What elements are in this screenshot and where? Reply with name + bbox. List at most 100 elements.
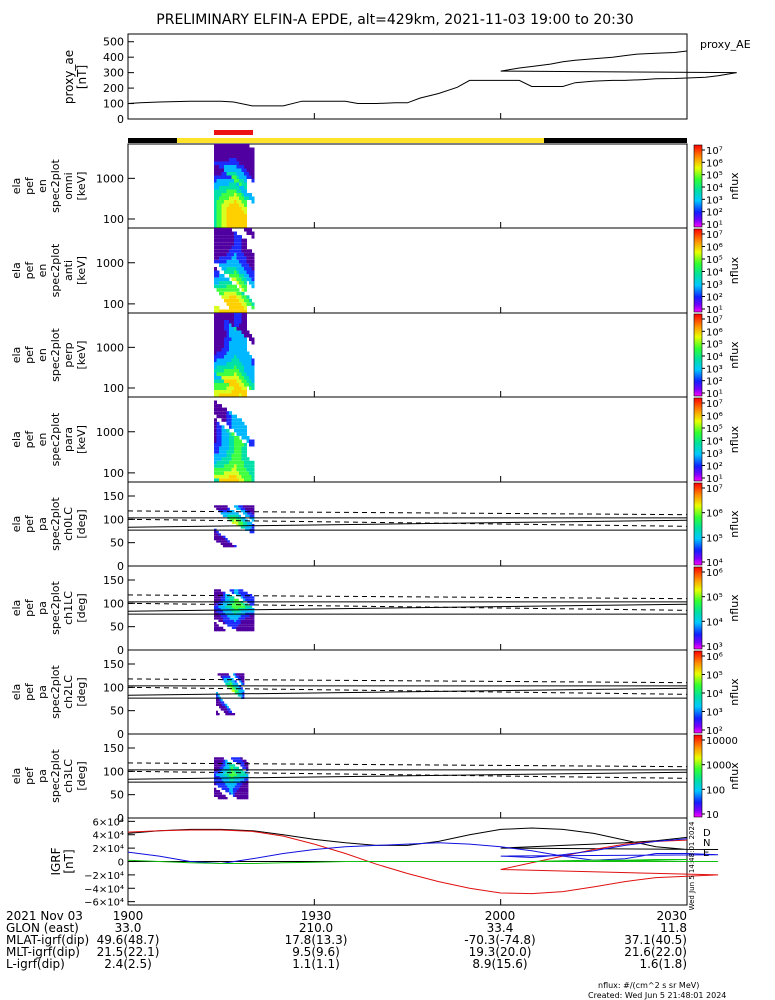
spectrogram-cell [249, 376, 252, 380]
spectrogram-cell [241, 161, 245, 165]
colorbar-tick-label: 10⁷ [706, 484, 723, 495]
spectrogram-cell [219, 161, 222, 165]
spectrogram-cell [234, 168, 237, 172]
spectrogram-cell [251, 617, 255, 620]
spectrogram-cell [244, 355, 247, 359]
spectrogram-cell [236, 762, 239, 765]
spectrogram-cell [236, 460, 240, 465]
spectrogram-cell [239, 341, 242, 345]
spectrogram-cell [234, 323, 237, 327]
spectrogram-cell [216, 703, 218, 706]
spectrogram-cell [219, 673, 222, 676]
spectrogram-cell [214, 460, 217, 465]
ephem-value: 1.6(1.8) [639, 957, 687, 971]
spectrogram-cell [226, 158, 230, 162]
spectrogram-cell [249, 175, 252, 179]
ytick-label: 150 [103, 574, 124, 587]
spectrogram-cell [228, 713, 231, 716]
spectrogram-cell [234, 603, 237, 606]
spectrogram-cell [222, 673, 225, 676]
ephem-value: 11.8 [660, 921, 687, 935]
spectrogram-cell [236, 379, 240, 383]
spectrogram-cell [224, 418, 227, 422]
spectrogram-cell [224, 348, 227, 352]
spectrogram-cell [236, 151, 240, 155]
spectrogram-cell [234, 610, 237, 613]
spectrogram-cell [244, 210, 247, 214]
spectrogram-cell [251, 526, 255, 529]
spectrogram-cell [216, 629, 219, 632]
spectrogram-cell [236, 238, 240, 243]
spectrogram-cell [236, 193, 240, 197]
spectrogram-cell [249, 252, 252, 257]
spectrogram-cell [214, 596, 217, 599]
spectrogram-cell [218, 615, 221, 618]
spectrogram-cell [249, 471, 252, 475]
spectrogram-cell [221, 327, 225, 331]
spectrogram-cell [239, 365, 242, 369]
colorbar-tick-label: 10⁶ [706, 652, 723, 663]
spectrogram-cell [214, 610, 217, 613]
spectrogram-cell [241, 281, 245, 285]
spectrogram-cell [242, 776, 245, 779]
spectrogram-cell [246, 785, 249, 788]
spectrogram-cell [222, 594, 226, 597]
spectrogram-cell [224, 281, 227, 285]
spectrogram-cell [226, 450, 230, 454]
spectrogram-cell [214, 608, 217, 611]
proxy-ae-legend: proxy_AE [700, 38, 751, 51]
spectrogram-cell [214, 362, 217, 366]
spectrogram-cell [251, 467, 255, 472]
spec-perp-ylabel-line: [keV] [75, 341, 88, 370]
spectrogram-cell [224, 411, 227, 415]
spectrogram-cell [216, 144, 220, 148]
spectrogram-cell [219, 783, 222, 786]
spectrogram-cell [241, 348, 245, 352]
spectrogram-cell [231, 680, 234, 683]
spectrogram-cell [220, 598, 224, 601]
spectrogram-cell [236, 443, 240, 447]
spectrogram-cell [230, 710, 232, 713]
spectrogram-cell [224, 446, 227, 451]
pa-ch1-ylabel-line: ch1LC [62, 591, 75, 625]
spectrogram-cell [224, 323, 227, 327]
spectrogram-cell [215, 792, 219, 795]
spectrogram-cell [214, 210, 217, 214]
spectrogram-cell [241, 341, 245, 345]
spectrogram-cell [240, 792, 243, 795]
spectrogram-cell [216, 207, 220, 211]
spectrogram-cell [234, 242, 237, 246]
colorbar-tick-label: 10⁴ [706, 268, 723, 279]
spectrogram-cell [216, 355, 220, 359]
spectrogram-cell [226, 443, 230, 447]
spectrogram-cell [221, 460, 225, 465]
spectrogram-cell [249, 365, 252, 369]
spectrogram-cell [249, 259, 252, 264]
spectrogram-cell [234, 196, 237, 200]
spectrogram-cell [251, 598, 255, 601]
ytick-label: 100 [103, 298, 124, 311]
spectrogram-cell [229, 196, 232, 200]
spectrogram-cell [234, 383, 237, 387]
spectrogram-cell [223, 680, 226, 683]
spectrogram-cell [236, 675, 239, 678]
spectrogram-cell [244, 764, 247, 767]
spectrogram-cell [238, 605, 241, 608]
spectrogram-cell [216, 362, 220, 366]
pa-ch0-ylabel-line: pa [36, 517, 49, 531]
spectrogram-cell [226, 706, 229, 709]
spectrogram-cell [236, 320, 240, 324]
spectrogram-cell [224, 214, 227, 218]
spectrogram-cell [226, 341, 230, 345]
spectrogram-cell [225, 778, 228, 781]
spectrogram-cell [241, 179, 245, 183]
spectrogram-cell [234, 334, 237, 338]
spectrogram-cell [242, 591, 246, 594]
spectrogram-cell [219, 355, 222, 359]
spectrogram-cell [236, 622, 239, 625]
spectrogram-cell [221, 450, 225, 454]
spectrogram-cell [214, 281, 217, 285]
spec-omni-ylabel-line: ela [10, 178, 23, 195]
spectrogram-cell [231, 200, 235, 204]
footer-units: nflux: #/(cm^2 s sr MeV) [598, 981, 699, 990]
